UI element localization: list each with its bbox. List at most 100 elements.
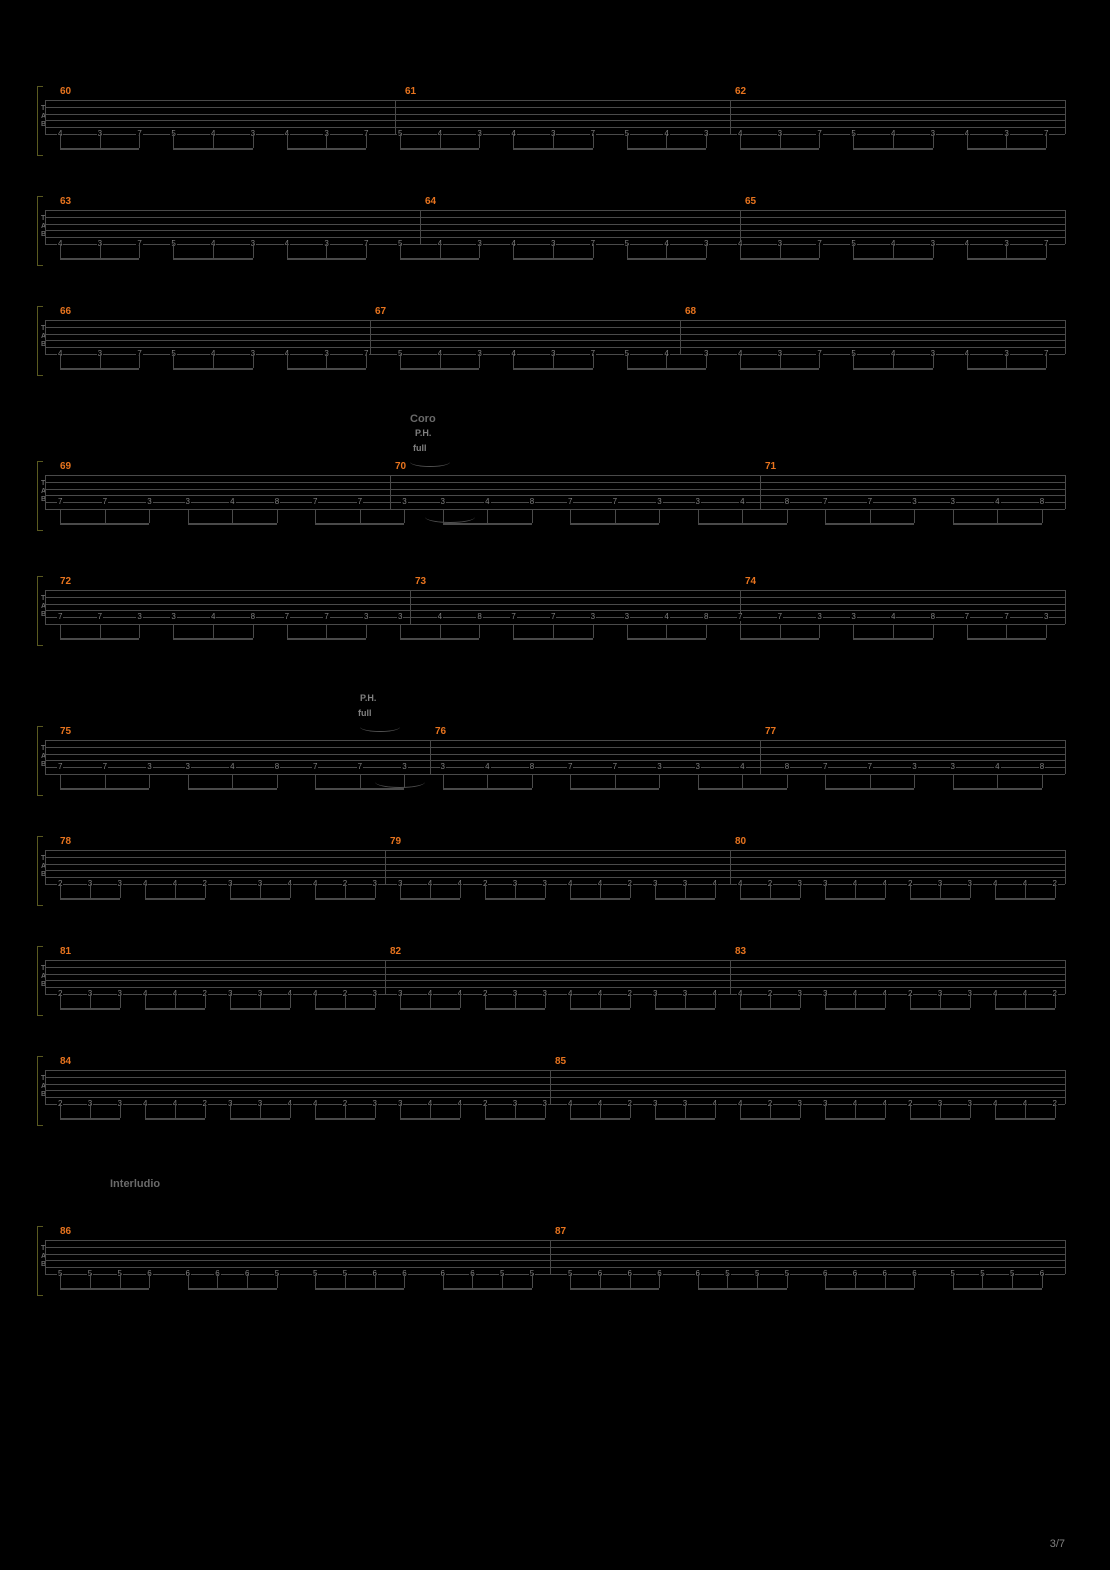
fret-number: 7 — [867, 498, 873, 506]
fret-number: 7 — [612, 763, 618, 771]
beam-group-container — [45, 884, 1065, 904]
fret-number: 8 — [250, 613, 256, 621]
fret-number: 3 — [185, 763, 191, 771]
fret-number: 3 — [816, 613, 822, 621]
fret-number: 3 — [170, 613, 176, 621]
fret-number: 4 — [484, 763, 490, 771]
beam-group-container — [45, 244, 1065, 264]
bend-curve — [360, 722, 400, 732]
tab-staff: TAB8182832334423344233442334423344233442… — [45, 960, 1065, 994]
measure-number: 81 — [60, 946, 71, 957]
fret-number: 3 — [1043, 613, 1049, 621]
fret-number: 7 — [312, 763, 318, 771]
measure-number: 85 — [555, 1056, 566, 1067]
beam-group-container — [45, 134, 1065, 154]
fret-number: 3 — [950, 498, 956, 506]
measure-number: 60 — [60, 86, 71, 97]
tab-staff: TAB697071773348773348773348773348 — [45, 475, 1065, 509]
measure-number: 77 — [765, 726, 776, 737]
fret-number: 3 — [950, 763, 956, 771]
staff-lines: 636465437543437543437543437543437 — [45, 210, 1065, 244]
fret-number: 3 — [185, 498, 191, 506]
fret-number: 7 — [822, 498, 828, 506]
section-label: Interludio — [110, 1178, 160, 1190]
fret-number: 8 — [529, 498, 535, 506]
fret-number: 3 — [911, 763, 917, 771]
tab-staff: TAB636465437543437543437543437543437 — [45, 210, 1065, 244]
measure-number: 65 — [745, 196, 756, 207]
beam-group-container — [45, 354, 1065, 374]
fret-number: 7 — [822, 763, 828, 771]
fret-number: 8 — [529, 763, 535, 771]
fret-number: 4 — [994, 498, 1000, 506]
fret-number: 7 — [1003, 613, 1009, 621]
measure-number: 75 — [60, 726, 71, 737]
measure-number: 76 — [435, 726, 446, 737]
fret-number: 7 — [357, 763, 363, 771]
fret-number: 7 — [964, 613, 970, 621]
fret-number: 7 — [102, 763, 108, 771]
tab-staff: TAB666768437543437543437543437543437 — [45, 320, 1065, 354]
measure-number: 73 — [415, 576, 426, 587]
measure-number: 62 — [735, 86, 746, 97]
fret-number: 8 — [274, 763, 280, 771]
fret-number: 8 — [784, 498, 790, 506]
fret-number: 8 — [1039, 763, 1045, 771]
fret-number: 7 — [867, 763, 873, 771]
fret-number: 4 — [210, 613, 216, 621]
measure-number: 82 — [390, 946, 401, 957]
bend-curve — [410, 457, 450, 467]
fret-number: 3 — [363, 613, 369, 621]
measure-number: 80 — [735, 836, 746, 847]
tab-staff: TAB868755566665556666555666655566665556 — [45, 1240, 1065, 1274]
tab-staff: TAB606162437543437543437543437543437 — [45, 100, 1065, 134]
bend-amount-label: full — [358, 708, 372, 718]
tab-staff: TAB727374773348773348773348773348773 — [45, 590, 1065, 624]
technique-label: P.H. — [415, 428, 431, 438]
fret-number: 4 — [229, 498, 235, 506]
fret-number: 4 — [229, 763, 235, 771]
beam-group-container — [45, 774, 1065, 794]
fret-number: 3 — [440, 763, 446, 771]
fret-number: 4 — [890, 613, 896, 621]
tab-staff: TAB7879802334423344233442334423344233442… — [45, 850, 1065, 884]
fret-number: 4 — [437, 613, 443, 621]
measure-number: 74 — [745, 576, 756, 587]
measure-number: 71 — [765, 461, 776, 472]
fret-number: 7 — [57, 613, 63, 621]
beam-group-container — [45, 509, 1065, 529]
fret-number: 3 — [146, 498, 152, 506]
fret-number: 8 — [784, 763, 790, 771]
measure-number: 66 — [60, 306, 71, 317]
measure-number: 87 — [555, 1226, 566, 1237]
fret-number: 3 — [440, 498, 446, 506]
fret-number: 4 — [739, 763, 745, 771]
fret-number: 3 — [401, 763, 407, 771]
staff-lines: 727374773348773348773348773348773 — [45, 590, 1065, 624]
staff-lines: 7879802334423344233442334423344233442334… — [45, 850, 1065, 884]
fret-number: 7 — [550, 613, 556, 621]
measure-number: 68 — [685, 306, 696, 317]
fret-number: 3 — [695, 498, 701, 506]
staff-lines: 757677773348773348773348773348 — [45, 740, 1065, 774]
measure-number: 69 — [60, 461, 71, 472]
fret-number: 3 — [401, 498, 407, 506]
fret-number: 7 — [567, 498, 573, 506]
fret-number: 3 — [624, 613, 630, 621]
fret-number: 3 — [146, 763, 152, 771]
tab-staff: TAB8485233442334423344233442334423344233… — [45, 1070, 1065, 1104]
page-number: 3/7 — [1050, 1538, 1065, 1550]
measure-number: 70 — [395, 461, 406, 472]
fret-number: 7 — [612, 498, 618, 506]
fret-number: 3 — [656, 763, 662, 771]
measure-number: 67 — [375, 306, 386, 317]
measure-number: 61 — [405, 86, 416, 97]
bend-amount-label: full — [413, 443, 427, 453]
section-label: Coro — [410, 413, 436, 425]
fret-number: 8 — [930, 613, 936, 621]
fret-number: 7 — [737, 613, 743, 621]
tab-staff: TAB757677773348773348773348773348 — [45, 740, 1065, 774]
staff-lines: 868755566665556666555666655566665556 — [45, 1240, 1065, 1274]
fret-number: 7 — [567, 763, 573, 771]
measure-number: 78 — [60, 836, 71, 847]
